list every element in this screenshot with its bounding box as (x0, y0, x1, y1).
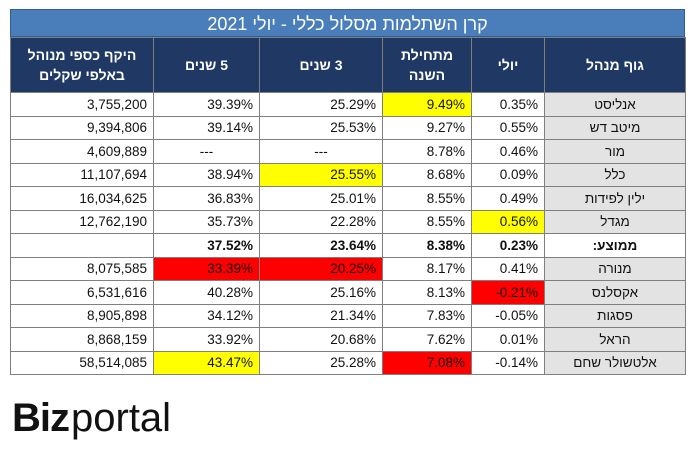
cell-aum: 16,034,625 (10, 186, 154, 211)
cell-y3: 25.29% (259, 92, 383, 117)
cell-manager: אלטשולר שחם (544, 350, 686, 375)
average-row: ממוצע: 0.23% 8.38% 23.64% 37.52% (10, 233, 686, 258)
cell-y5: --- (153, 139, 260, 164)
cell-july: -0.21% (471, 280, 545, 305)
cell-ytd: 9.27% (382, 115, 472, 140)
cell-manager: פסגות (544, 303, 686, 328)
table-row: מיטב דש 0.55% 9.27% 25.53% 39.14% 9,394,806 (10, 115, 686, 140)
cell-manager: כלל (544, 162, 686, 187)
cell-aum: 58,514,085 (10, 350, 154, 375)
cell-manager: ילין לפידות (544, 186, 686, 211)
table-title: קרן השתלמות מסלול כללי - יולי 2021 (10, 9, 685, 37)
header-july: יולי (471, 37, 545, 93)
table-row: אלטשולר שחם -0.14% 7.08% 25.28% 43.47% 58,514… (10, 350, 686, 375)
cell-ytd: 9.49% (382, 92, 472, 117)
cell-y3: 25.55% (259, 162, 383, 187)
cell-y5: 43.47% (153, 350, 260, 375)
cell-y5: 39.39% (153, 92, 260, 117)
returns-table: גוף מנהל יולי מתחילת השנה 3 שנים 5 שנים … (10, 37, 686, 375)
cell-manager: אקסלנס (544, 280, 686, 305)
cell-july: 0.46% (471, 139, 545, 164)
cell-y5: 33.92% (153, 327, 260, 352)
cell-ytd: 8.55% (382, 186, 472, 211)
cell-aum: 6,531,616 (10, 280, 154, 305)
bizportal-logo: Biz portal (12, 396, 171, 440)
cell-aum: 8,868,159 (10, 327, 154, 352)
table-row: ילין לפידות 0.49% 8.55% 25.01% 36.83% 16,034,… (10, 186, 686, 211)
cell-y3: --- (259, 139, 383, 164)
table-row: אקסלנס -0.21% 8.13% 25.16% 40.28% 6,531,616 (10, 280, 686, 305)
header-ytd: מתחילת השנה (382, 37, 472, 93)
header-5y: 5 שנים (153, 37, 260, 93)
cell-ytd: 8.38% (382, 233, 472, 258)
cell-aum: 11,107,694 (10, 162, 154, 187)
cell-y5: 36.83% (153, 186, 260, 211)
cell-aum: 12,762,190 (10, 209, 154, 234)
cell-manager: מגדל (544, 209, 686, 234)
header-3y: 3 שנים (259, 37, 383, 93)
cell-y3: 20.68% (259, 327, 383, 352)
cell-manager: מנורה (544, 256, 686, 281)
logo-text-portal: portal (71, 396, 172, 440)
cell-ytd: 7.08% (382, 350, 472, 375)
cell-ytd: 8.55% (382, 209, 472, 234)
cell-y3: 25.16% (259, 280, 383, 305)
cell-y3: 25.53% (259, 115, 383, 140)
table-row: מנורה 0.41% 8.17% 20.25% 33.39% 8,075,585 (10, 256, 686, 281)
cell-july: 0.35% (471, 92, 545, 117)
cell-ytd: 8.68% (382, 162, 472, 187)
cell-y5: 40.28% (153, 280, 260, 305)
cell-july: -0.14% (471, 350, 545, 375)
fund-table-container: קרן השתלמות מסלול כללי - יולי 2021 גוף מ… (10, 9, 686, 375)
cell-y3: 21.34% (259, 303, 383, 328)
header-row: גוף מנהל יולי מתחילת השנה 3 שנים 5 שנים … (10, 37, 686, 93)
cell-manager: מור (544, 139, 686, 164)
cell-ytd: 8.78% (382, 139, 472, 164)
cell-july: 0.23% (471, 233, 545, 258)
header-aum: היקף כספי מנוהל באלפי שקלים (10, 37, 154, 93)
table-row: מגדל 0.56% 8.55% 22.28% 35.73% 12,762,190 (10, 209, 686, 234)
cell-y3: 25.28% (259, 350, 383, 375)
cell-ytd: 8.17% (382, 256, 472, 281)
table-row: מור 0.46% 8.78% --- --- 4,609,889 (10, 139, 686, 164)
cell-july: 0.09% (471, 162, 545, 187)
cell-july: -0.05% (471, 303, 545, 328)
cell-manager: ממוצע: (544, 233, 686, 258)
table-row: כלל 0.09% 8.68% 25.55% 38.94% 11,107,694 (10, 162, 686, 187)
cell-y5: 38.94% (153, 162, 260, 187)
cell-manager: הראל (544, 327, 686, 352)
cell-july: 0.49% (471, 186, 545, 211)
cell-aum: 9,394,806 (10, 115, 154, 140)
cell-y5: 34.12% (153, 303, 260, 328)
cell-manager: מיטב דש (544, 115, 686, 140)
cell-y5: 33.39% (153, 256, 260, 281)
table-row: פסגות -0.05% 7.83% 21.34% 34.12% 8,905,898 (10, 303, 686, 328)
cell-aum: 8,075,585 (10, 256, 154, 281)
table-body: אנליסט 0.35% 9.49% 25.29% 39.39% 3,755,200 מיט… (10, 92, 686, 375)
header-manager: גוף מנהל (544, 37, 686, 93)
cell-y3: 20.25% (259, 256, 383, 281)
cell-manager: אנליסט (544, 92, 686, 117)
cell-july: 0.01% (471, 327, 545, 352)
cell-aum: 3,755,200 (10, 92, 154, 117)
cell-aum (10, 233, 154, 258)
cell-ytd: 7.83% (382, 303, 472, 328)
cell-ytd: 8.13% (382, 280, 472, 305)
cell-ytd: 7.62% (382, 327, 472, 352)
cell-july: 0.56% (471, 209, 545, 234)
cell-aum: 4,609,889 (10, 139, 154, 164)
cell-july: 0.55% (471, 115, 545, 140)
cell-y5: 35.73% (153, 209, 260, 234)
cell-aum: 8,905,898 (10, 303, 154, 328)
cell-y3: 23.64% (259, 233, 383, 258)
cell-y5: 39.14% (153, 115, 260, 140)
table-row: אנליסט 0.35% 9.49% 25.29% 39.39% 3,755,200 (10, 92, 686, 117)
table-row: הראל 0.01% 7.62% 20.68% 33.92% 8,868,159 (10, 327, 686, 352)
logo-text-biz: Biz (12, 396, 70, 440)
cell-y3: 25.01% (259, 186, 383, 211)
cell-july: 0.41% (471, 256, 545, 281)
cell-y5: 37.52% (153, 233, 260, 258)
cell-y3: 22.28% (259, 209, 383, 234)
